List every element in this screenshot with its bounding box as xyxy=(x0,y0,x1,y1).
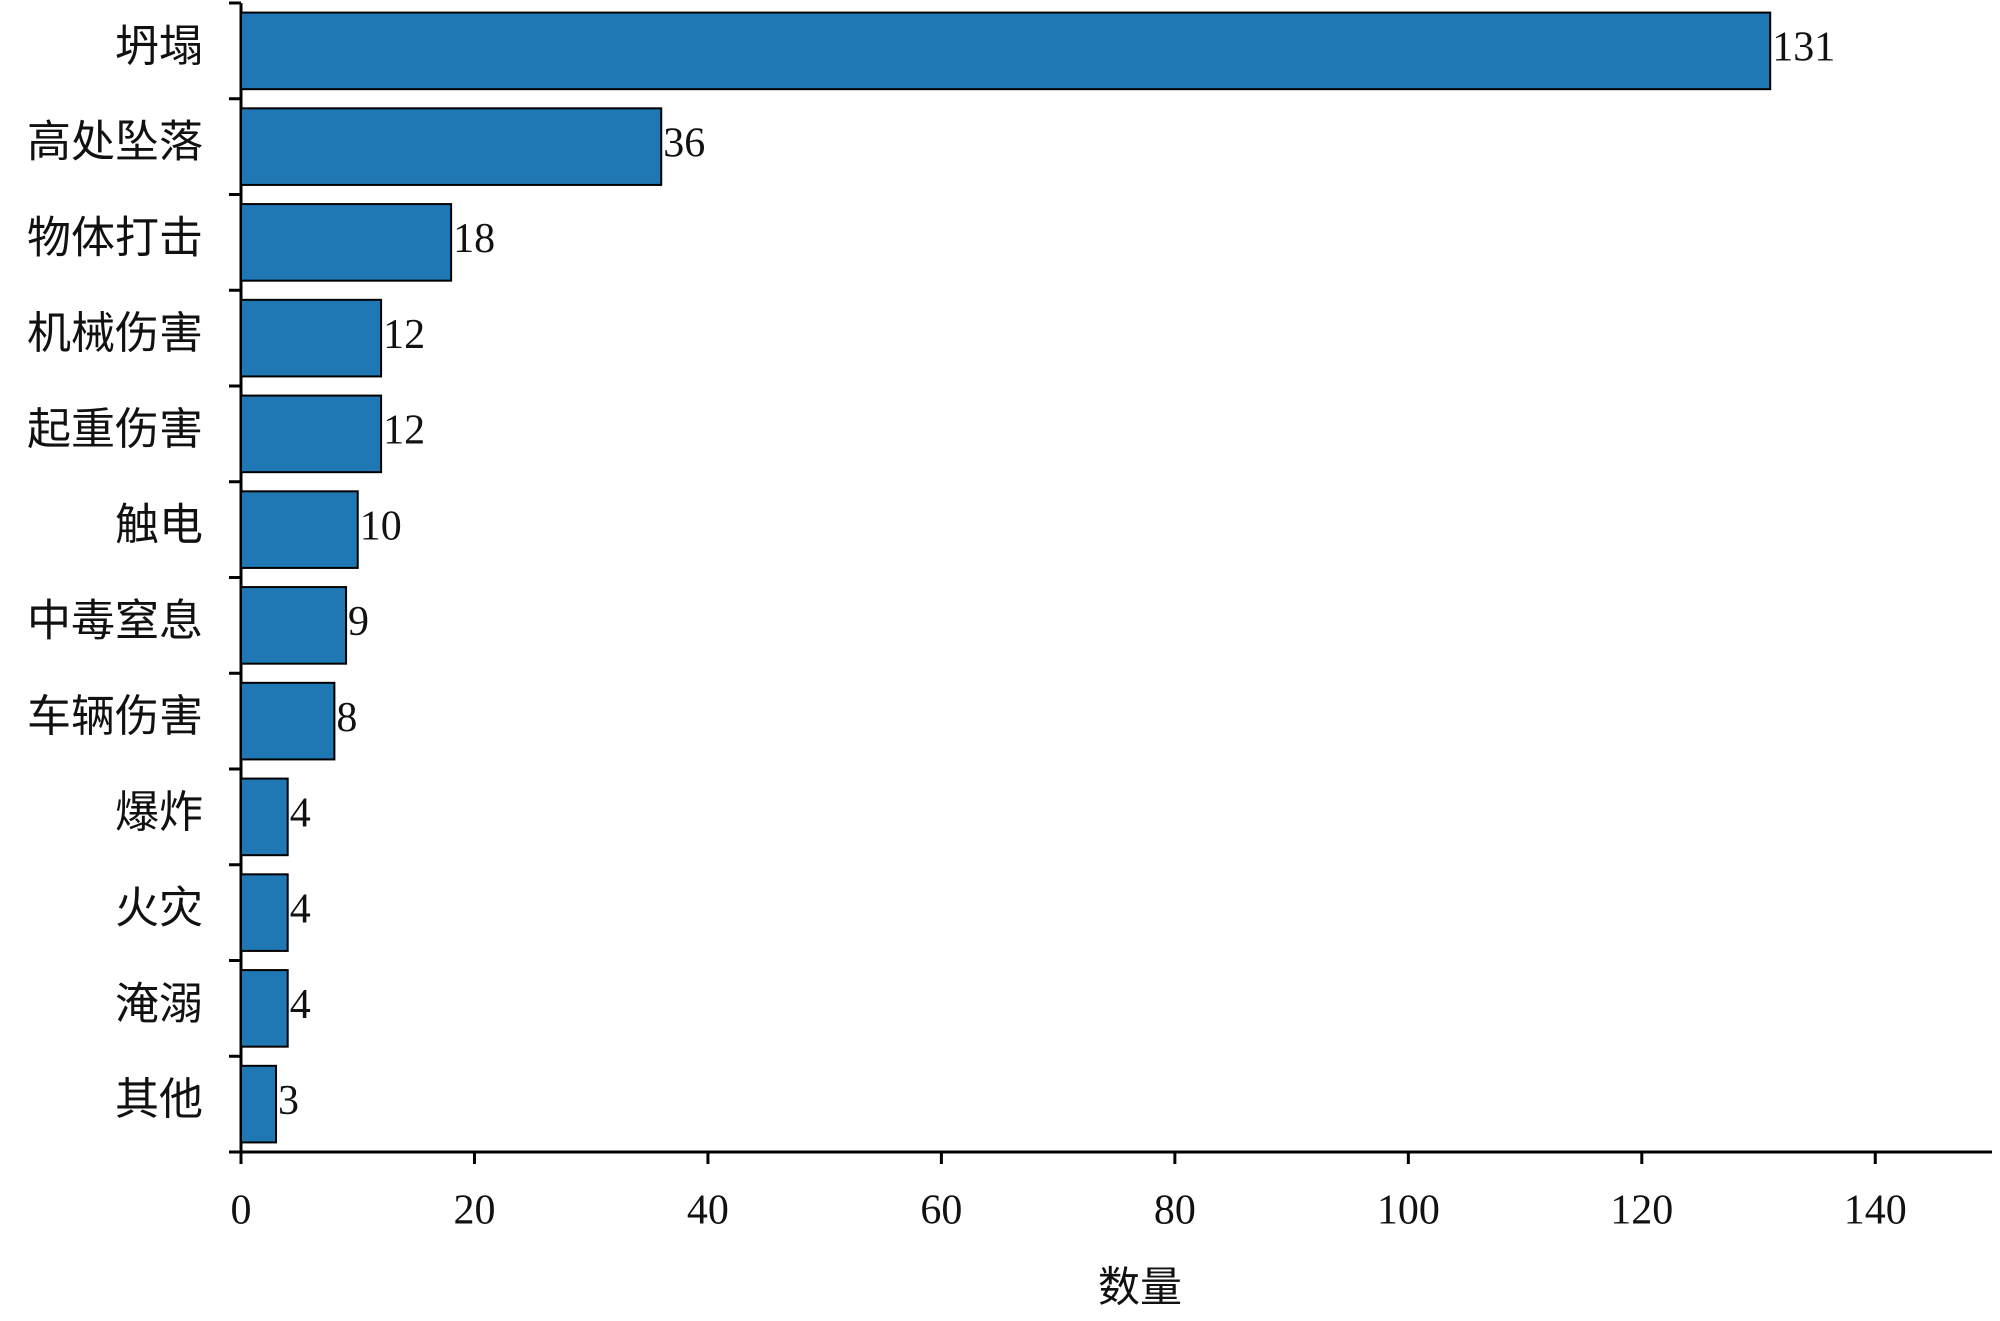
x-tick-label: 40 xyxy=(687,1188,729,1234)
data-label: 8 xyxy=(336,695,357,741)
data-label: 9 xyxy=(348,599,369,645)
data-label: 36 xyxy=(663,120,705,166)
y-tick-label: 坍塌 xyxy=(115,22,203,71)
x-tick-label: 60 xyxy=(920,1188,962,1234)
y-tick-label: 起重伤害 xyxy=(27,405,203,454)
data-label: 3 xyxy=(278,1078,299,1124)
y-tick-label: 火灾 xyxy=(115,884,203,933)
data-label: 4 xyxy=(290,791,311,837)
x-axis-title: 数量 xyxy=(1098,1266,1182,1312)
bar xyxy=(240,107,663,186)
x-tick-label: 80 xyxy=(1154,1188,1196,1234)
y-tick-label: 中毒窒息 xyxy=(27,596,203,645)
bar xyxy=(240,969,289,1048)
data-label: 131 xyxy=(1772,25,1835,71)
x-tick-label: 120 xyxy=(1610,1188,1673,1234)
data-label: 12 xyxy=(383,312,425,358)
data-label: 18 xyxy=(453,216,495,262)
y-tick-label: 触电 xyxy=(115,501,203,550)
bar xyxy=(240,1064,278,1144)
bar xyxy=(240,394,383,474)
y-tick-label: 其他 xyxy=(115,1075,203,1124)
data-label: 12 xyxy=(383,408,425,454)
bar xyxy=(240,777,289,857)
y-tick-label: 物体打击 xyxy=(27,213,203,262)
x-tick-label: 20 xyxy=(453,1188,495,1234)
data-label: 4 xyxy=(290,886,311,932)
x-tick-label: 100 xyxy=(1377,1188,1440,1234)
bar xyxy=(240,11,1772,91)
bar xyxy=(240,203,453,282)
data-label: 4 xyxy=(290,982,311,1028)
bar xyxy=(240,586,348,665)
data-label: 10 xyxy=(360,503,402,549)
y-tick-label: 淹溺 xyxy=(115,979,203,1028)
x-tick-label: 140 xyxy=(1844,1188,1907,1234)
bar xyxy=(240,490,359,569)
bar xyxy=(240,873,289,952)
bar xyxy=(240,681,336,761)
y-tick-label: 爆炸 xyxy=(115,788,203,837)
bar xyxy=(240,298,383,378)
y-tick-label: 车辆伤害 xyxy=(27,692,203,741)
x-tick-label: 0 xyxy=(231,1188,252,1234)
y-tick-label: 机械伤害 xyxy=(27,309,203,358)
y-tick-label: 高处坠落 xyxy=(27,118,203,167)
